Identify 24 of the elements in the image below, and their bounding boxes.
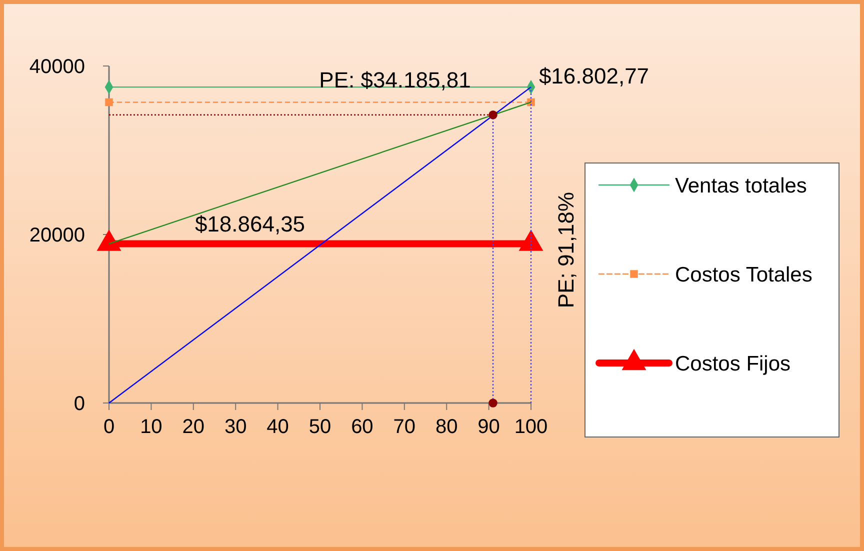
x-tick-label: 100: [514, 416, 548, 438]
x-tick-label: 90: [478, 416, 500, 438]
y-tick-label: 40000: [29, 56, 85, 78]
point: [488, 398, 498, 408]
x-tick-label: 60: [351, 416, 374, 438]
annotation: PE: $34.185,81: [319, 68, 471, 93]
text: PE; 91,18%: [554, 192, 579, 308]
y-tick-label: 20000: [29, 224, 85, 246]
x-tick-label: 40: [266, 416, 289, 438]
legend-label: Costos Totales: [675, 263, 812, 286]
point: [488, 110, 498, 120]
x-tick-label: 20: [182, 416, 205, 438]
legend-label: Ventas totales: [675, 174, 807, 198]
x-tick-label: 10: [140, 416, 162, 438]
x-tick-label: 80: [435, 416, 458, 438]
annotation: $18.864,35: [194, 212, 306, 237]
y-tick-label: 0: [74, 393, 85, 415]
text: $16.802,77: [538, 64, 650, 89]
legend-label: Costos Fijos: [675, 352, 791, 376]
x-tick-label: 0: [103, 416, 115, 438]
x-tick-label: 30: [224, 416, 247, 438]
x-tick-label: 50: [308, 416, 332, 438]
x-tick-label: 70: [393, 416, 416, 438]
point: [105, 98, 113, 106]
